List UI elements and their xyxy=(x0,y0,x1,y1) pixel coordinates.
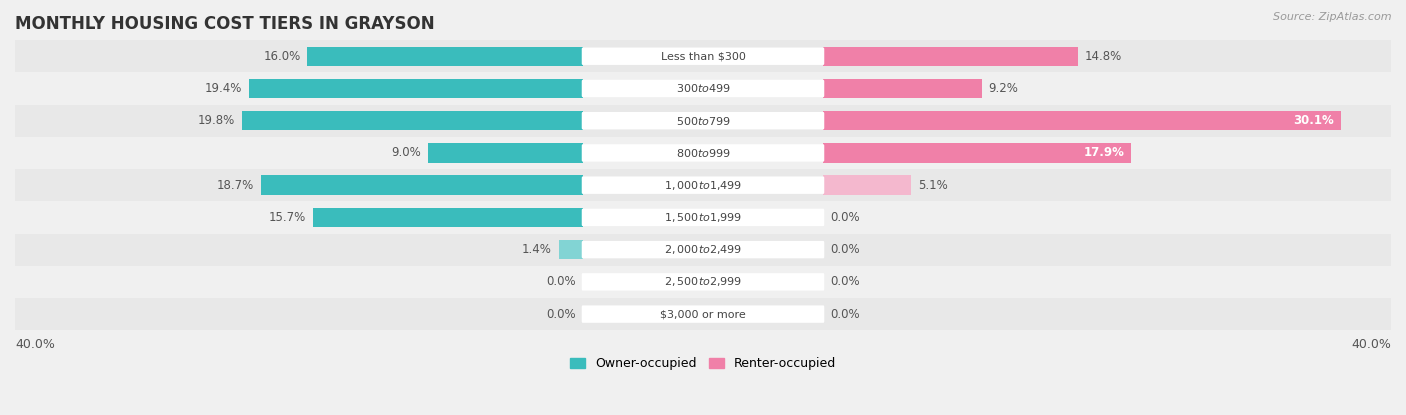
Text: $500 to $799: $500 to $799 xyxy=(675,115,731,127)
Bar xyxy=(249,79,582,98)
Bar xyxy=(824,143,1132,163)
FancyBboxPatch shape xyxy=(15,298,1391,330)
Bar xyxy=(824,176,911,195)
Text: $2,000 to $2,499: $2,000 to $2,499 xyxy=(664,243,742,256)
Bar xyxy=(427,143,582,163)
FancyBboxPatch shape xyxy=(582,241,824,259)
FancyBboxPatch shape xyxy=(15,105,1391,137)
Bar xyxy=(262,176,582,195)
Text: 18.7%: 18.7% xyxy=(217,179,254,192)
Text: 9.2%: 9.2% xyxy=(988,82,1018,95)
Bar xyxy=(824,46,1078,66)
Text: $300 to $499: $300 to $499 xyxy=(675,83,731,95)
Text: 17.9%: 17.9% xyxy=(1084,146,1125,159)
FancyBboxPatch shape xyxy=(582,80,824,97)
FancyBboxPatch shape xyxy=(15,72,1391,105)
FancyBboxPatch shape xyxy=(15,266,1391,298)
Bar xyxy=(308,46,582,66)
Text: 5.1%: 5.1% xyxy=(918,179,948,192)
Bar xyxy=(824,111,1341,130)
FancyBboxPatch shape xyxy=(15,40,1391,72)
Text: 40.0%: 40.0% xyxy=(15,338,55,351)
Text: 0.0%: 0.0% xyxy=(831,276,860,288)
FancyBboxPatch shape xyxy=(15,201,1391,234)
Text: 0.0%: 0.0% xyxy=(831,308,860,321)
FancyBboxPatch shape xyxy=(582,176,824,194)
Text: 30.1%: 30.1% xyxy=(1294,114,1334,127)
FancyBboxPatch shape xyxy=(582,144,824,161)
Text: 0.0%: 0.0% xyxy=(546,276,575,288)
Legend: Owner-occupied, Renter-occupied: Owner-occupied, Renter-occupied xyxy=(569,357,837,371)
FancyBboxPatch shape xyxy=(15,137,1391,169)
Text: $3,000 or more: $3,000 or more xyxy=(661,309,745,319)
Text: $800 to $999: $800 to $999 xyxy=(675,147,731,159)
Text: 40.0%: 40.0% xyxy=(1351,338,1391,351)
Text: 19.4%: 19.4% xyxy=(205,82,242,95)
Text: Less than $300: Less than $300 xyxy=(661,51,745,61)
Text: 9.0%: 9.0% xyxy=(391,146,420,159)
Bar xyxy=(312,208,582,227)
Text: $2,500 to $2,999: $2,500 to $2,999 xyxy=(664,276,742,288)
Text: 1.4%: 1.4% xyxy=(522,243,551,256)
Bar xyxy=(558,240,582,259)
Text: 0.0%: 0.0% xyxy=(831,211,860,224)
Text: 14.8%: 14.8% xyxy=(1085,50,1122,63)
FancyBboxPatch shape xyxy=(582,48,824,65)
Bar xyxy=(242,111,582,130)
FancyBboxPatch shape xyxy=(15,234,1391,266)
Text: Source: ZipAtlas.com: Source: ZipAtlas.com xyxy=(1274,12,1392,22)
Text: $1,000 to $1,499: $1,000 to $1,499 xyxy=(664,179,742,192)
FancyBboxPatch shape xyxy=(582,112,824,129)
Bar xyxy=(824,79,981,98)
Text: $1,500 to $1,999: $1,500 to $1,999 xyxy=(664,211,742,224)
Text: 0.0%: 0.0% xyxy=(546,308,575,321)
Text: 0.0%: 0.0% xyxy=(831,243,860,256)
Text: 19.8%: 19.8% xyxy=(198,114,235,127)
FancyBboxPatch shape xyxy=(582,305,824,323)
FancyBboxPatch shape xyxy=(582,273,824,290)
FancyBboxPatch shape xyxy=(15,169,1391,201)
FancyBboxPatch shape xyxy=(582,209,824,226)
Text: MONTHLY HOUSING COST TIERS IN GRAYSON: MONTHLY HOUSING COST TIERS IN GRAYSON xyxy=(15,15,434,33)
Text: 16.0%: 16.0% xyxy=(263,50,301,63)
Text: 15.7%: 15.7% xyxy=(269,211,305,224)
